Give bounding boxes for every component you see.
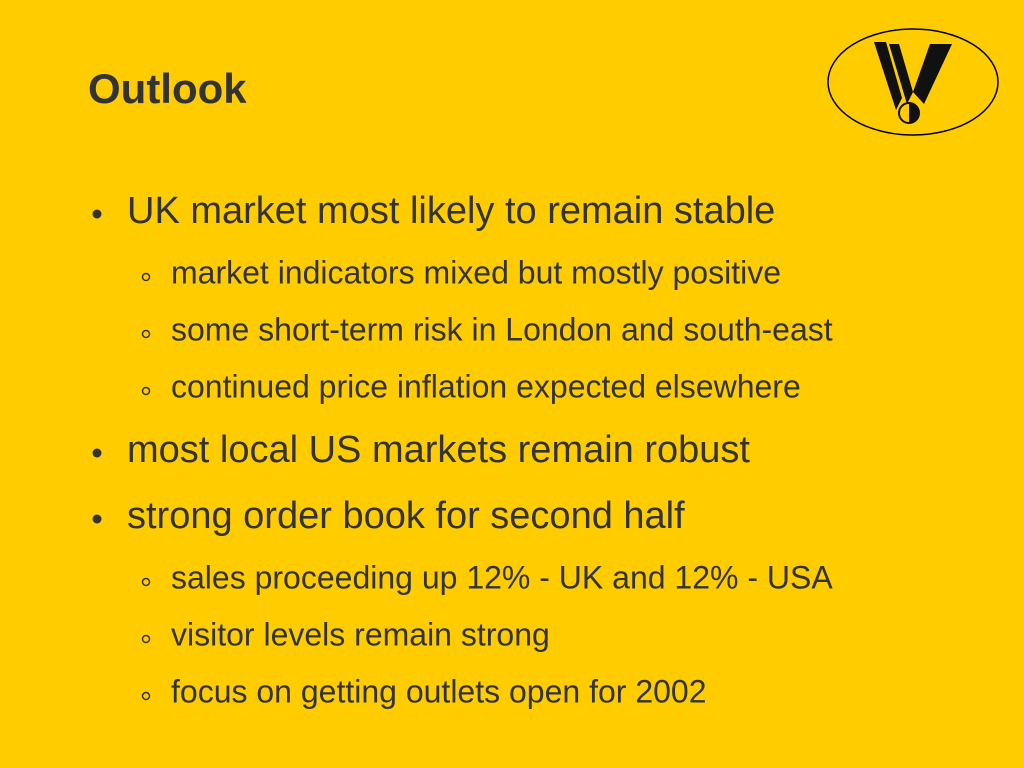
- sub-bullet-text: sales proceeding up 12% - UK and 12% - U…: [171, 559, 833, 595]
- logo-ellipse: [827, 28, 999, 136]
- sub-bullet-marker: [141, 634, 151, 644]
- bullet-text: UK market most likely to remain stable: [127, 190, 775, 232]
- logo-stroke: [874, 42, 902, 110]
- slide-title: Outlook: [88, 65, 247, 112]
- bullet-text: most local US markets remain robust: [127, 429, 750, 471]
- sub-bullet-marker: [141, 329, 151, 339]
- bullet-marker: [92, 448, 102, 458]
- logo-stroke: [913, 44, 952, 104]
- sub-bullet-marker: [141, 577, 151, 587]
- logo-stroke: [889, 44, 913, 104]
- sub-bullet-marker: [141, 691, 151, 701]
- bullet-marker: [92, 209, 102, 219]
- logo: [827, 28, 999, 136]
- sub-bullet-marker: [141, 386, 151, 396]
- bullet-marker: [92, 514, 102, 524]
- sub-bullet-text: market indicators mixed but mostly posit…: [171, 254, 781, 290]
- bullet-text: strong order book for second half: [127, 495, 685, 537]
- sub-bullet-text: focus on getting outlets open for 2002: [171, 673, 707, 709]
- sub-bullet-marker: [141, 272, 151, 282]
- sub-bullet-text: some short-term risk in London and south…: [171, 311, 833, 347]
- sub-bullet-text: visitor levels remain strong: [171, 616, 550, 652]
- logo-dot-half: [909, 103, 919, 123]
- sub-bullet-text: continued price inflation expected elsew…: [171, 368, 801, 404]
